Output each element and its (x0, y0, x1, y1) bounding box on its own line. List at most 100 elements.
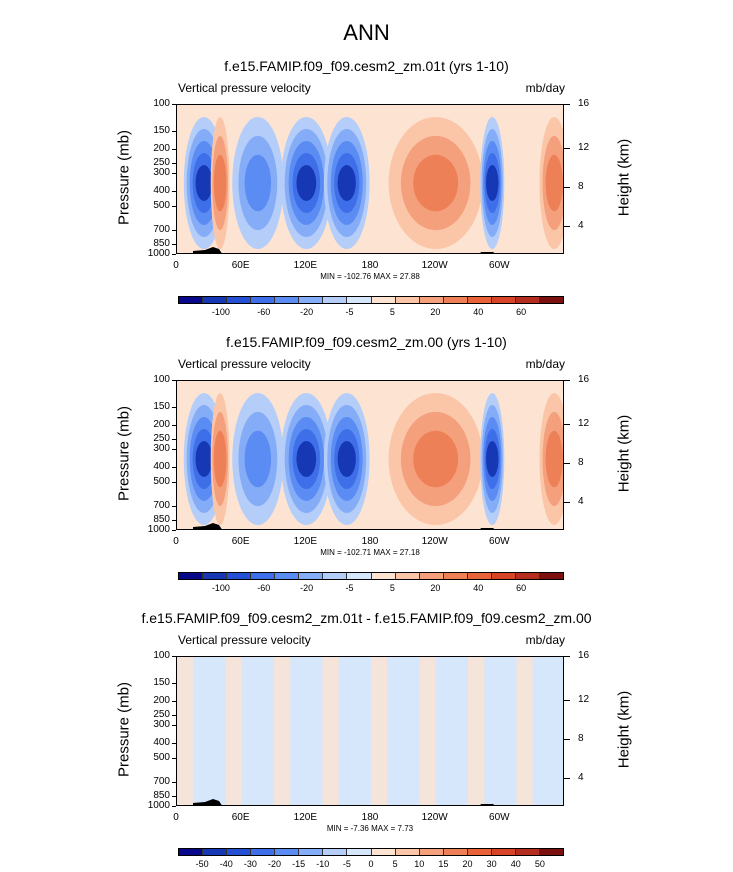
colorbar-swatch (491, 849, 516, 855)
colorbar-label: -100 (211, 583, 230, 593)
colorbar-swatch (299, 573, 324, 579)
contour-region (545, 430, 563, 488)
colorbar-label: 20 (462, 859, 473, 869)
colorbar-label: -50 (195, 859, 209, 869)
pressure-tick-label: 250 (153, 708, 170, 720)
contour-band (451, 657, 469, 805)
contour-band (387, 657, 405, 805)
pressure-tick-mark (172, 104, 176, 105)
contour-region (296, 441, 317, 477)
pressure-tick-label: 850 (153, 513, 170, 525)
longitude-tick-label: 120W (421, 536, 448, 547)
colorbar-label: 20 (430, 583, 441, 593)
height-tick-label: 8 (578, 180, 584, 192)
colorbar-label: -20 (300, 307, 314, 317)
longitude-tick-label: 60E (231, 260, 250, 271)
height-tick-label: 12 (578, 141, 590, 153)
height-tick-label: 4 (578, 219, 584, 231)
variable-label: Vertical pressure velocity (178, 357, 311, 371)
contour-region (337, 441, 356, 477)
contour-region (213, 154, 227, 212)
pressure-tick-label: 500 (153, 476, 170, 487)
topography-andes (480, 804, 495, 805)
contour-band (403, 657, 421, 805)
contour-region (195, 165, 213, 201)
colorbar-swatch (371, 297, 396, 303)
contour-band (435, 657, 453, 805)
colorbar (178, 848, 564, 856)
height-tick-label: 16 (578, 374, 590, 385)
pressure-tick-mark (172, 149, 176, 150)
pressure-tick-mark (172, 743, 176, 744)
contour-band (225, 657, 243, 805)
contour-svg (177, 657, 563, 805)
contour-band (468, 657, 486, 805)
pressure-tick-mark (172, 683, 176, 684)
colorbar-swatch (371, 849, 396, 855)
colorbar-label: -20 (300, 583, 314, 593)
contour-svg (177, 105, 563, 253)
colorbar-swatch (515, 297, 540, 303)
contour-region (413, 154, 459, 212)
pressure-tick-label: 1000 (147, 248, 170, 259)
y2-axis-label: Height (km) (615, 414, 633, 493)
colorbar-swatch (539, 849, 563, 855)
colorbar-swatch (347, 297, 372, 303)
height-tick-mark (564, 147, 570, 149)
colorbar-swatch (227, 849, 252, 855)
colorbar-label: 60 (516, 583, 527, 593)
colorbar-label: 15 (438, 859, 449, 869)
colorbar-swatch (467, 297, 492, 303)
colorbar-label: 50 (534, 859, 545, 869)
colorbar-label: -100 (211, 307, 230, 317)
pressure-tick-mark (172, 407, 176, 408)
longitude-tick-label: 0 (173, 260, 179, 271)
colorbar-label: -60 (257, 307, 271, 317)
pressure-tick-label: 200 (153, 695, 170, 706)
colorbar-label: 5 (392, 859, 398, 869)
contour-band (532, 657, 550, 805)
longitude-tick-label: 120E (293, 812, 317, 823)
contour-band (274, 657, 292, 805)
colorbar-label: -5 (345, 307, 354, 317)
contour-region (244, 430, 272, 488)
pressure-tick-label: 500 (153, 752, 170, 763)
contour-band (290, 657, 308, 805)
contour-region (195, 441, 213, 477)
colorbar-label: 5 (389, 307, 395, 317)
contour-region (486, 165, 499, 201)
colorbar-label: -15 (292, 859, 306, 869)
longitude-tick-label: 120E (293, 536, 317, 547)
colorbar-swatch (275, 849, 300, 855)
colorbar-swatch (515, 573, 540, 579)
longitude-tick-label: 60E (231, 812, 250, 823)
colorbar-swatch (419, 297, 444, 303)
colorbar-label: 30 (486, 859, 497, 869)
pressure-tick-label: 1000 (147, 800, 170, 811)
contour-plot (176, 380, 564, 530)
contour-region (545, 154, 563, 212)
pressure-tick-label: 150 (153, 677, 170, 688)
pressure-tick-mark (172, 162, 176, 164)
colorbar-swatch (347, 849, 372, 855)
colorbar-swatch (179, 573, 204, 579)
contour-band (177, 657, 195, 805)
colorbar-swatch (371, 573, 396, 579)
longitude-tick-label: 0 (173, 812, 179, 823)
pressure-tick-label: 700 (153, 224, 170, 235)
longitude-tick-label: 60W (489, 260, 510, 271)
height-tick-mark (564, 104, 570, 105)
height-tick-label: 8 (578, 732, 584, 744)
colorbar-label: -60 (257, 583, 271, 593)
contour-plot (176, 104, 564, 254)
height-tick-label: 12 (578, 417, 590, 429)
pressure-tick-mark (172, 701, 176, 702)
pressure-tick-label: 300 (153, 719, 170, 730)
pressure-tick-label: 100 (153, 650, 170, 661)
pressure-tick-mark (172, 449, 176, 450)
colorbar-swatch (467, 573, 492, 579)
height-tick-label: 16 (578, 650, 590, 661)
pressure-tick-label: 100 (153, 374, 170, 385)
contour-band (338, 657, 356, 805)
height-tick-label: 4 (578, 495, 584, 507)
